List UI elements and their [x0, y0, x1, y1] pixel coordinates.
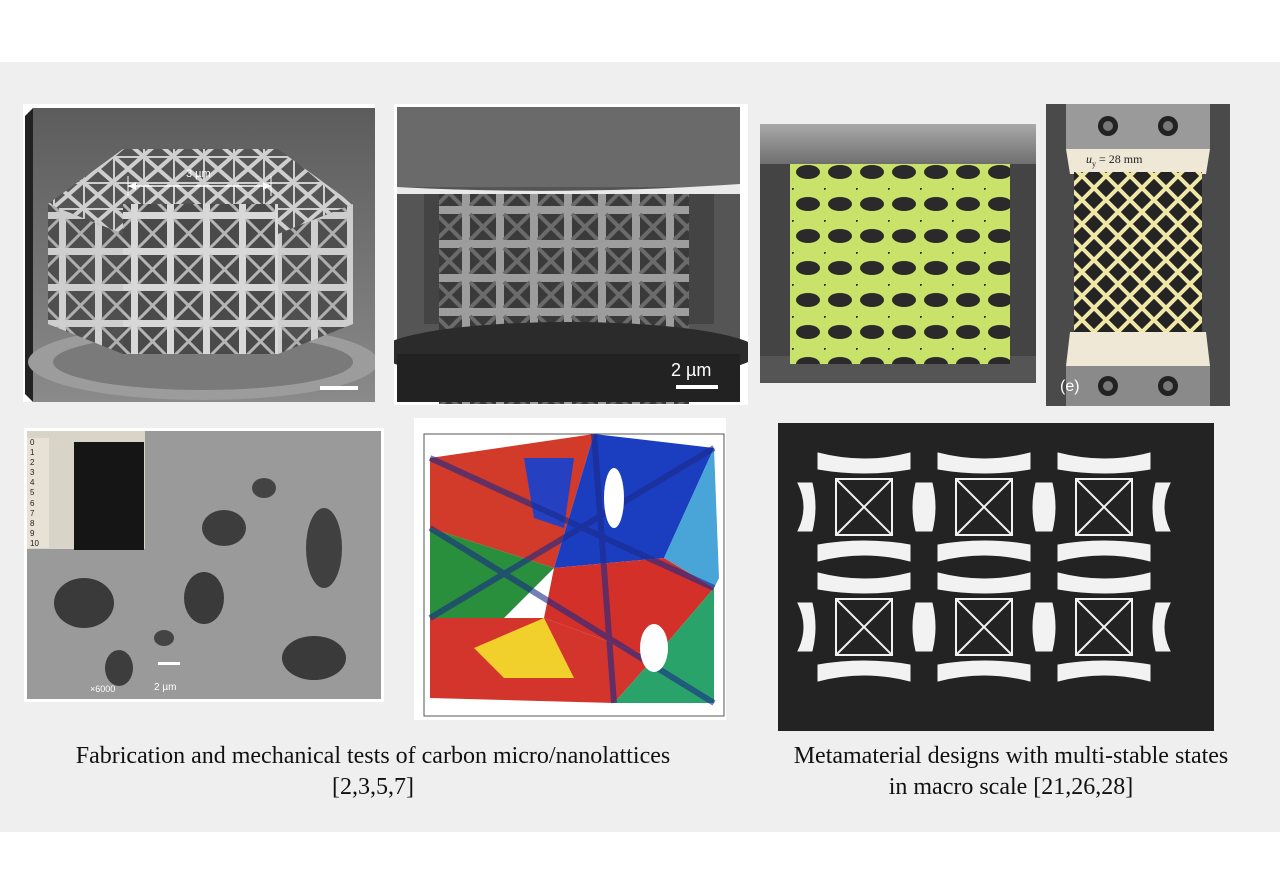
caption-right: Metamaterial designs with multi-stable s…: [752, 741, 1270, 803]
porous-carbon-image: 0 1 2 3 4 5 6 7 8 9 10 ×6000 2 µm: [24, 428, 384, 702]
scale-bar: [158, 662, 180, 665]
tensile-specimen-illustration: [1046, 104, 1230, 406]
sem-lattice-image: 3 µm: [23, 104, 375, 402]
ruler-mark: 10: [30, 538, 39, 548]
ruler-mark: 2: [30, 458, 35, 468]
stress-map-illustration: [423, 433, 725, 717]
ruler-mark: 1: [30, 448, 35, 458]
caption-right-line2: in macro scale [21,26,28]: [888, 774, 1134, 800]
scale-bar: [320, 386, 358, 390]
ruler-mark: 8: [30, 518, 35, 528]
multistable-design-illustration: [778, 423, 1214, 731]
scale-label: 3 µm: [186, 168, 211, 180]
scale-bar: [676, 385, 718, 389]
magnification-label: ×6000: [90, 684, 116, 694]
displacement-symbol: u: [1086, 152, 1092, 166]
ruler-marks: 0 1 2 3 4 5 6 7 8 9 10: [30, 438, 48, 548]
tensile-specimen-image: uy = 28 mm (e): [1046, 104, 1230, 406]
ruler-mark: 4: [30, 478, 35, 488]
ruler-mark: 7: [30, 508, 35, 518]
displacement-label: uy = 28 mm: [1086, 152, 1142, 168]
ruler-mark: 0: [30, 438, 35, 447]
pillar-illustration: [394, 107, 748, 404]
pillar-compression-image: 2 µm: [394, 104, 748, 405]
displacement-value: = 28 mm: [1096, 152, 1143, 166]
caption-left-line1: Fabrication and mechanical tests of carb…: [75, 743, 671, 769]
ruler-mark: 6: [30, 498, 35, 508]
perforated-sheet-illustration: [760, 124, 1036, 383]
perforated-sheet-image: [760, 124, 1036, 383]
displacement-subscript: y: [1092, 159, 1096, 169]
porous-carbon-illustration: [27, 431, 381, 699]
scale-label: 2 µm: [671, 360, 712, 380]
multistable-design-image: [778, 423, 1214, 731]
caption-right-line1: Metamaterial designs with multi-stable s…: [793, 743, 1229, 769]
simulation-stress-map: [414, 418, 726, 720]
caption-left: Fabrication and mechanical tests of carb…: [20, 741, 726, 803]
ruler-mark: 3: [30, 468, 35, 478]
caption-left-line2: [2,3,5,7]: [332, 774, 414, 800]
panel-label: (e): [1060, 378, 1080, 395]
lattice-illustration: [25, 108, 375, 402]
ruler-mark: 9: [30, 528, 35, 538]
scale-label: 2 µm: [154, 682, 177, 693]
ruler-mark: 5: [30, 488, 35, 498]
